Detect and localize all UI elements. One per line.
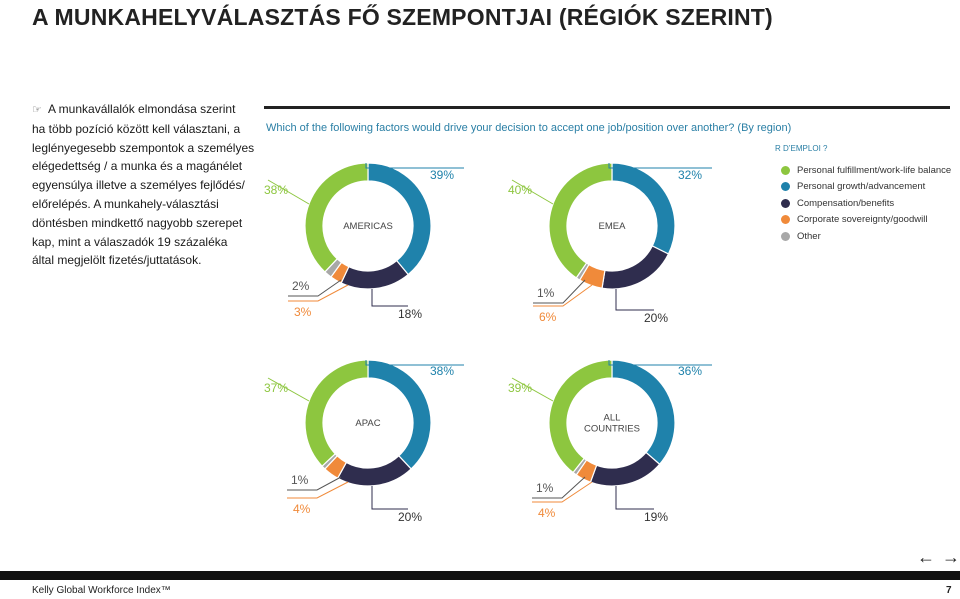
legend-item: Personal fulfillment/work-life balance bbox=[781, 162, 951, 179]
body-line: döntésben mindkettő nagyobb szerepet bbox=[32, 215, 243, 230]
donut-slice bbox=[601, 245, 670, 290]
legend-label: Corporate sovereignty/goodwill bbox=[797, 214, 928, 226]
body-line: elégedettség / a munka és a magánélet bbox=[32, 159, 243, 174]
body-line: egyensúlya illetve a személyes fejlődés/ bbox=[32, 178, 245, 193]
legend-swatch bbox=[781, 198, 790, 208]
chart-top-rule bbox=[264, 106, 950, 109]
arrow-left-icon[interactable]: ← bbox=[917, 547, 935, 567]
region-label: APAC bbox=[355, 418, 380, 429]
donut-slice bbox=[611, 162, 676, 255]
region-label: COUNTRIES bbox=[584, 424, 640, 435]
page-number: 7 bbox=[946, 585, 952, 596]
legend-label: Compensation/benefits bbox=[797, 197, 895, 209]
leader-line bbox=[532, 481, 593, 503]
donut-slice bbox=[340, 259, 410, 290]
data-label: 2% bbox=[292, 279, 310, 293]
region-label: ALL bbox=[604, 413, 621, 424]
donut-slice bbox=[548, 359, 613, 474]
footer-brand: Kelly Global Workforce Index™ bbox=[32, 585, 171, 596]
data-label: 19% bbox=[644, 510, 668, 524]
data-label: 32% bbox=[678, 168, 702, 182]
footer-bar bbox=[0, 571, 960, 580]
data-label: 1% bbox=[291, 473, 309, 487]
data-label: 40% bbox=[508, 183, 532, 197]
donut-slice bbox=[589, 451, 661, 487]
donut-slice bbox=[548, 162, 613, 279]
legend-swatch bbox=[781, 215, 790, 225]
body-text: ☞ A munkavállalók elmondása szerint ha tö… bbox=[32, 100, 257, 270]
leader-line bbox=[511, 179, 554, 205]
region-label: EMEA bbox=[599, 221, 627, 232]
chart-question: Which of the following factors would dri… bbox=[266, 122, 792, 134]
data-label: 4% bbox=[293, 502, 311, 516]
legend-item: Corporate sovereignty/goodwill bbox=[781, 212, 951, 229]
data-label: 39% bbox=[508, 381, 532, 395]
leader-line bbox=[532, 476, 586, 499]
data-label: 4% bbox=[538, 506, 556, 520]
donut-slice bbox=[304, 359, 369, 467]
page-title: A MUNKAHELYVÁLASZTÁS FŐ SZEMPONTJAI (RÉG… bbox=[32, 4, 773, 30]
leader-line bbox=[287, 476, 342, 491]
chart-legend: Personal fulfillment/work-life balance P… bbox=[781, 162, 951, 245]
donut-slice bbox=[304, 162, 369, 273]
data-label: 3% bbox=[294, 305, 312, 319]
arrow-right-icon[interactable]: → bbox=[942, 547, 960, 567]
legend-item: Personal growth/advancement bbox=[781, 179, 951, 196]
data-label: 20% bbox=[398, 510, 422, 524]
data-label: 20% bbox=[644, 311, 668, 325]
legend-label: Personal growth/advancement bbox=[797, 181, 926, 193]
leader-line bbox=[533, 279, 586, 304]
data-label: 1% bbox=[536, 481, 554, 495]
donut-slice bbox=[611, 359, 676, 466]
leader-line bbox=[267, 377, 310, 402]
leader-line bbox=[615, 289, 654, 311]
legend-label: Personal fulfillment/work-life balance bbox=[797, 164, 952, 176]
leader-line bbox=[608, 163, 712, 169]
donut-slice bbox=[367, 162, 432, 276]
body-line: ☞ A munkavállalók elmondása szerint bbox=[32, 100, 257, 120]
legend-label: Other bbox=[797, 230, 821, 242]
region-label: AMERICAS bbox=[343, 221, 393, 232]
data-label: 37% bbox=[264, 381, 288, 395]
legend-item: Compensation/benefits bbox=[781, 195, 951, 212]
leader-line bbox=[287, 481, 349, 499]
body-line: ha több pozíció között kell választani, … bbox=[32, 121, 241, 136]
legend-swatch bbox=[781, 231, 790, 241]
data-label: 38% bbox=[430, 364, 454, 378]
legend-swatch bbox=[781, 165, 790, 175]
body-line: által megjelölt fizetés/juttatások. bbox=[32, 253, 202, 268]
body-line: kap, mint a válaszadók 19 százaléka bbox=[32, 234, 228, 249]
body-line: előrelépés. A munkahely-választási bbox=[32, 196, 219, 211]
legend-item: Other bbox=[781, 228, 951, 245]
leader-line bbox=[615, 486, 654, 510]
leader-line bbox=[371, 486, 408, 510]
leader-line bbox=[371, 289, 408, 307]
data-label: 36% bbox=[678, 364, 702, 378]
donut-slice bbox=[367, 359, 432, 470]
data-label: 1% bbox=[537, 286, 555, 300]
leader-line bbox=[365, 163, 464, 169]
data-label: 18% bbox=[398, 307, 422, 321]
leader-line bbox=[608, 360, 712, 366]
donut-slice bbox=[336, 454, 412, 487]
leader-line bbox=[267, 179, 310, 205]
hand-pointer-icon: ☞ bbox=[32, 104, 42, 116]
data-label: 38% bbox=[264, 183, 288, 197]
cut-off-text: R D’EMPLOI ? bbox=[775, 144, 828, 153]
body-line: leglényegesebb szempontok a személyes bbox=[32, 140, 255, 155]
leader-line bbox=[288, 284, 349, 302]
leader-line bbox=[511, 377, 554, 402]
leader-line bbox=[365, 360, 464, 366]
data-label: 6% bbox=[539, 310, 557, 324]
leader-line bbox=[288, 279, 342, 297]
data-label: 39% bbox=[430, 168, 454, 182]
leader-line bbox=[533, 284, 593, 307]
legend-swatch bbox=[781, 182, 790, 192]
